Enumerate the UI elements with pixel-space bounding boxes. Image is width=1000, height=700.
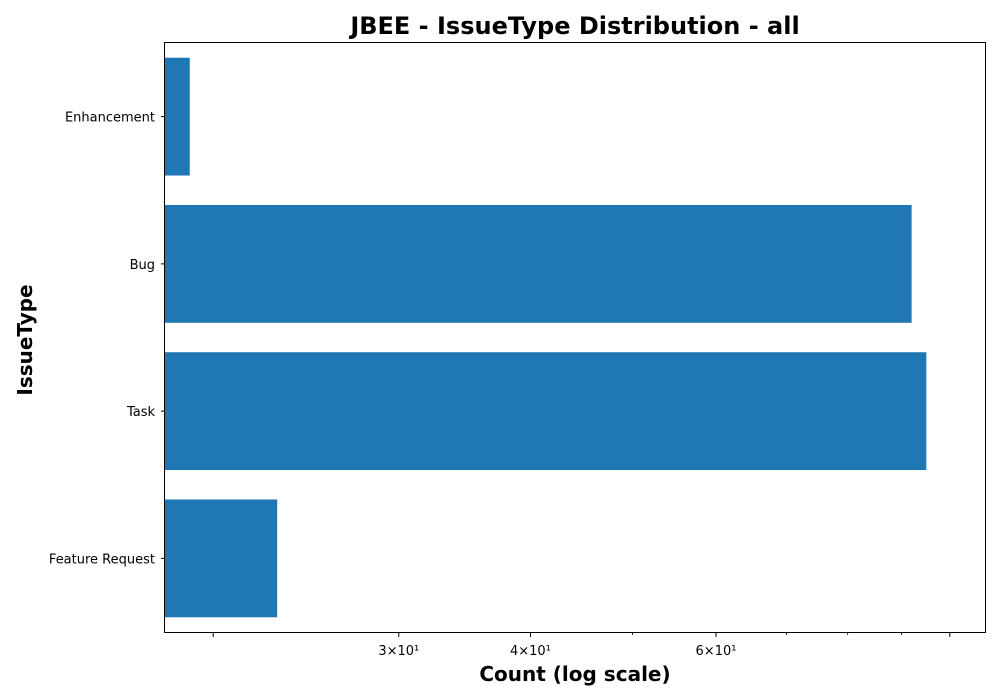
x-axis: 3×10¹ 4×10¹ 6×10¹ (212, 632, 951, 659)
x-tick-label: 3×10¹ (378, 644, 419, 659)
y-axis-label: IssueType (13, 284, 37, 395)
y-axis: Enhancement Bug Task Feature Request (49, 111, 165, 567)
x-tick-label: 6×10¹ (696, 644, 737, 659)
bar-feature-request (165, 499, 278, 618)
bar-task (165, 352, 927, 471)
y-tick-label: Feature Request (49, 552, 155, 567)
bar-enhancement (165, 57, 190, 176)
y-tick-label: Enhancement (65, 111, 155, 126)
y-tick-label: Task (126, 405, 156, 420)
x-tick-label: 4×10¹ (510, 644, 551, 659)
y-tick-label: Bug (130, 258, 155, 273)
x-axis-label: Count (log scale) (479, 662, 670, 686)
plot-frame (164, 42, 986, 633)
chart-title: JBEE - IssueType Distribution - all (348, 12, 799, 40)
bar-bug (165, 204, 912, 323)
bars-group (165, 57, 927, 618)
